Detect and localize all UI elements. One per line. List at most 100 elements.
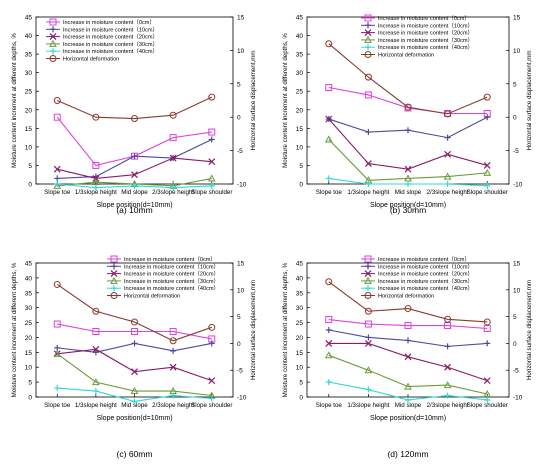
data-point [444,181,451,187]
y2-tick-label: -5 [513,148,519,155]
y2-axis-title: Horizontal surface displacement,mm [526,280,533,380]
legend-swatch-marker [364,51,372,58]
data-point [364,91,372,99]
legend-label: Increase in moisture content（40cm） [124,285,219,292]
data-point [92,327,100,335]
legend-swatch-marker [111,263,117,270]
chart-panel-2: 0 5 10 15 20 25 30 35 40 45 -10 -5 0 5 10 15 Slope toe 1/… [11,255,257,459]
data-point [325,84,333,92]
data-point [444,392,451,399]
data-point [92,349,99,356]
data-point [92,161,100,169]
data-point [483,93,491,101]
data-point [131,318,138,326]
series-4 [325,175,491,189]
series-line [328,281,488,323]
y-axis-title: Moisture content increment at different … [11,33,18,168]
y-tick-label: 5 [28,163,32,170]
legend-swatch-marker [110,270,118,278]
y2-tick-label: 5 [513,81,517,88]
data-point [53,181,62,189]
data-point [92,378,100,386]
y-tick-label: 45 [296,15,304,22]
legend-label: Increase in moisture content（0cm） [378,15,470,22]
legend-label: Increase in moisture content（0cm） [63,19,155,26]
y-tick-label: 35 [25,52,33,59]
x-tick-label: Mid slope [121,189,148,196]
data-point [325,115,333,123]
data-point [325,379,332,386]
data-point [483,168,492,176]
y2-tick-label: -5 [237,368,243,375]
y2-axis-title: Horizontal surface displacement,mm [250,280,257,380]
data-point [404,322,412,330]
data-point [131,182,138,189]
y2-tick-label: 10 [237,48,245,55]
series-line [56,283,212,342]
data-point [324,351,333,359]
data-point [365,129,372,136]
y-tick-label: 0 [28,395,32,402]
series-0 [53,320,216,343]
legend-label: Increase in moisture content（20cm） [63,34,158,41]
y-tick-label: 0 [299,182,303,189]
series-0 [53,113,216,169]
y-tick-label: 0 [28,182,32,189]
legend-label: Increase in moisture content（0cm） [378,256,470,263]
x-tick-label: Slope shoulder [191,402,232,409]
legend-swatch-marker [364,255,372,263]
x-tick-label: Slope shoulder [191,189,232,196]
data-point [405,337,411,344]
legend-swatch-marker [49,55,57,62]
series-3 [324,351,492,398]
x-tick-label: 1/3slope height [75,402,117,409]
data-point [404,305,412,313]
data-point [53,97,61,104]
series-line [56,353,212,397]
legend-label: Increase in moisture content（10cm） [378,263,473,270]
y-tick-label: 20 [296,107,304,114]
data-point [53,113,61,121]
data-point [92,178,100,186]
data-point [131,340,138,347]
y2-tick-label: -10 [237,182,247,189]
series-2 [53,345,216,385]
y2-tick-label: 15 [237,15,245,22]
y2-axis-title: Horizontal surface displacement,mm [250,50,257,150]
legend-swatch-marker [365,285,371,292]
y-tick-label: 25 [296,89,304,96]
data-point [444,315,452,323]
y-tick-label: 30 [25,70,33,77]
legend-swatch-marker [364,276,372,284]
data-point [364,73,372,81]
x-tick-label: 1/3slope height [347,402,389,409]
data-point [443,381,452,389]
data-point [405,396,411,403]
data-point [443,172,452,180]
y-tick-label: 5 [299,380,303,387]
series-1 [54,340,215,356]
data-point [169,111,177,119]
data-point [92,184,99,191]
y-axis-title: Moisture content increment at different … [282,33,289,168]
legend-label: Horizontal deformation [63,57,119,63]
data-point [54,181,61,187]
series-4 [325,379,491,403]
x-tick-label: 2/3slope height [152,402,194,409]
data-point [483,377,491,385]
data-point [170,347,177,354]
data-point [364,339,372,347]
data-point [208,136,215,143]
data-point [364,307,372,315]
panel-caption: (a) 10mm [116,205,152,215]
legend-label: Increase in moisture content（30cm） [378,37,473,44]
data-point [364,320,372,328]
data-point [169,363,177,371]
y2-tick-label: 15 [513,261,521,268]
y-tick-label: 30 [296,305,304,312]
y2-tick-label: -5 [237,148,243,155]
y-tick-label: 15 [25,126,33,133]
y-tick-label: 10 [296,144,304,151]
y-tick-label: 35 [296,52,304,59]
data-point [484,114,491,121]
